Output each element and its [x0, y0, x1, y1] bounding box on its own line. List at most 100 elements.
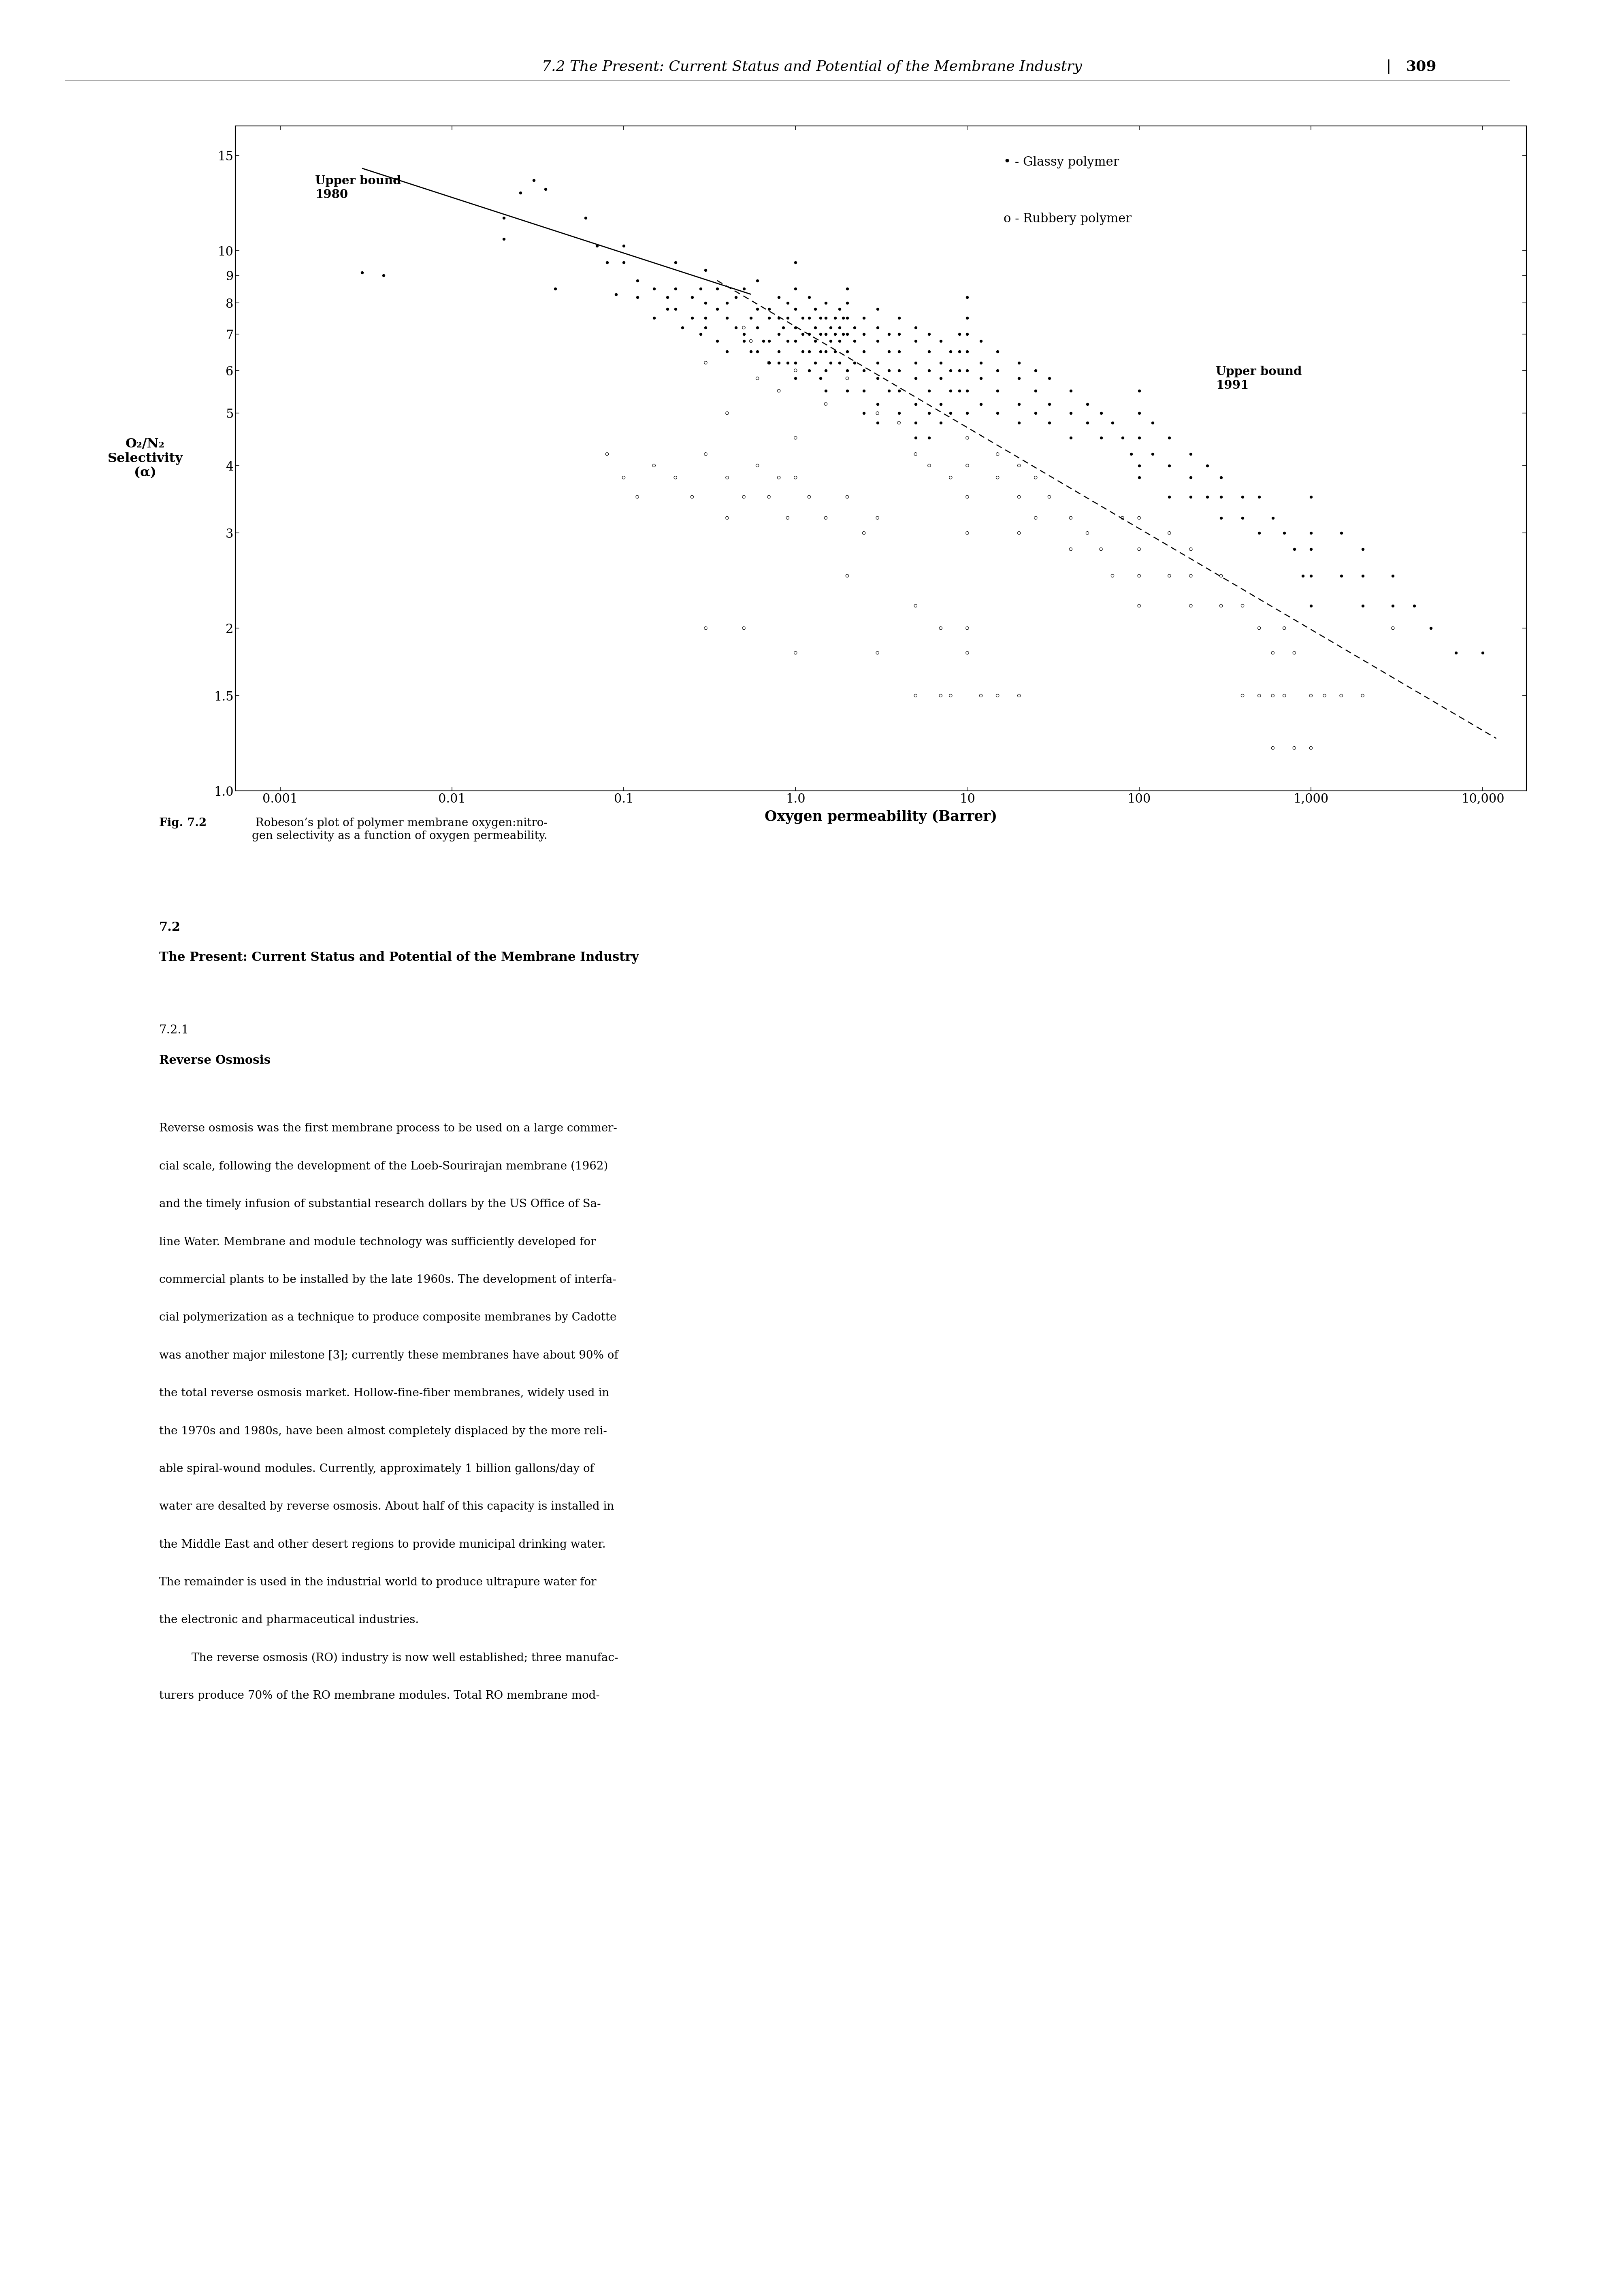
Point [731, 309, 757, 346]
Point [1298, 532, 1324, 568]
Point [767, 316, 793, 353]
Point [937, 676, 963, 713]
Text: cial scale, following the development of the Loeb-Sourirajan membrane (1962): cial scale, following the development of… [159, 1160, 607, 1171]
Text: able spiral-wound modules. Currently, approximately 1 billion gallons/day of: able spiral-wound modules. Currently, ap… [159, 1465, 594, 1474]
Text: the total reverse osmosis market. Hollow-fine-fiber membranes, widely used in: the total reverse osmosis market. Hollow… [159, 1389, 609, 1398]
Point [851, 316, 877, 353]
Point [770, 309, 796, 346]
Point [1281, 635, 1307, 672]
Point [864, 360, 890, 397]
Point [1075, 385, 1101, 422]
Point [817, 344, 843, 380]
Point [807, 300, 833, 337]
Point [830, 300, 856, 337]
Point [1125, 587, 1151, 623]
Point [807, 332, 833, 369]
Point [731, 479, 757, 516]
Point [927, 385, 953, 422]
Point [1418, 610, 1444, 646]
Point [663, 458, 689, 495]
Point [822, 300, 848, 337]
Point [835, 300, 861, 337]
Point [984, 435, 1010, 472]
Point [767, 344, 793, 380]
Point [767, 280, 793, 316]
Point [783, 419, 809, 456]
Point [1350, 676, 1376, 713]
Point [775, 500, 801, 536]
Point [1350, 587, 1376, 623]
Point [812, 284, 838, 321]
Point [864, 385, 890, 422]
Point [802, 323, 828, 360]
Point [693, 309, 719, 346]
Point [1177, 532, 1203, 568]
Point [731, 610, 757, 646]
Text: Robeson’s plot of polymer membrane oxygen:nitro-
gen selectivity as a function o: Robeson’s plot of polymer membrane oxyge… [252, 818, 547, 841]
Point [955, 300, 981, 337]
Point [1075, 403, 1101, 440]
Point [887, 353, 913, 390]
Text: cial polymerization as a technique to produce composite membranes by Cadotte: cial polymerization as a technique to pr… [159, 1311, 617, 1322]
Point [835, 332, 861, 369]
Point [827, 323, 853, 360]
Point [864, 403, 890, 440]
Point [1260, 635, 1286, 672]
Point [875, 316, 901, 353]
Point [744, 447, 770, 484]
Point [775, 344, 801, 380]
Point [611, 245, 637, 282]
Point [1119, 435, 1145, 472]
Point [851, 353, 877, 390]
Point [984, 458, 1010, 495]
Point [1023, 458, 1049, 495]
Point [817, 323, 843, 360]
Point [841, 309, 867, 346]
Point [955, 419, 981, 456]
Point [1208, 557, 1234, 594]
Point [916, 332, 942, 369]
Point [737, 332, 763, 369]
Point [715, 500, 741, 536]
Point [663, 291, 689, 328]
Point [1005, 479, 1031, 516]
Point [693, 344, 719, 380]
Text: line Water. Membrane and module technology was sufficiently developed for: line Water. Membrane and module technolo… [159, 1238, 596, 1247]
Point [1088, 419, 1114, 456]
Point [927, 323, 953, 360]
Point [903, 587, 929, 623]
Text: The reverse osmosis (RO) industry is now well established; three manufac-: The reverse osmosis (RO) industry is now… [192, 1653, 619, 1664]
Point [789, 300, 815, 337]
Point [755, 344, 781, 380]
Point [533, 170, 559, 206]
Point [1208, 587, 1234, 623]
Point [1208, 479, 1234, 516]
Point [937, 353, 963, 390]
Point [641, 270, 667, 307]
Point [1208, 500, 1234, 536]
Point [835, 316, 861, 353]
Point [916, 447, 942, 484]
Point [851, 332, 877, 369]
Point [1177, 435, 1203, 472]
Text: the electronic and pharmaceutical industries.: the electronic and pharmaceutical indust… [159, 1614, 419, 1625]
Point [731, 323, 757, 360]
Text: water are desalted by reverse osmosis. About half of this capacity is installed : water are desalted by reverse osmosis. A… [159, 1501, 614, 1513]
Point [796, 300, 822, 337]
Point [755, 344, 781, 380]
Point [968, 323, 994, 360]
Point [1298, 557, 1324, 594]
Point [624, 479, 650, 516]
Point [750, 323, 776, 360]
Point [916, 374, 942, 410]
Point [1057, 419, 1083, 456]
Point [955, 516, 981, 552]
Point [755, 300, 781, 337]
Point [775, 323, 801, 360]
Point [1328, 676, 1354, 713]
Point [1260, 500, 1286, 536]
Point [875, 332, 901, 369]
Point [1156, 447, 1182, 484]
Point [370, 257, 396, 293]
Point [611, 227, 637, 264]
